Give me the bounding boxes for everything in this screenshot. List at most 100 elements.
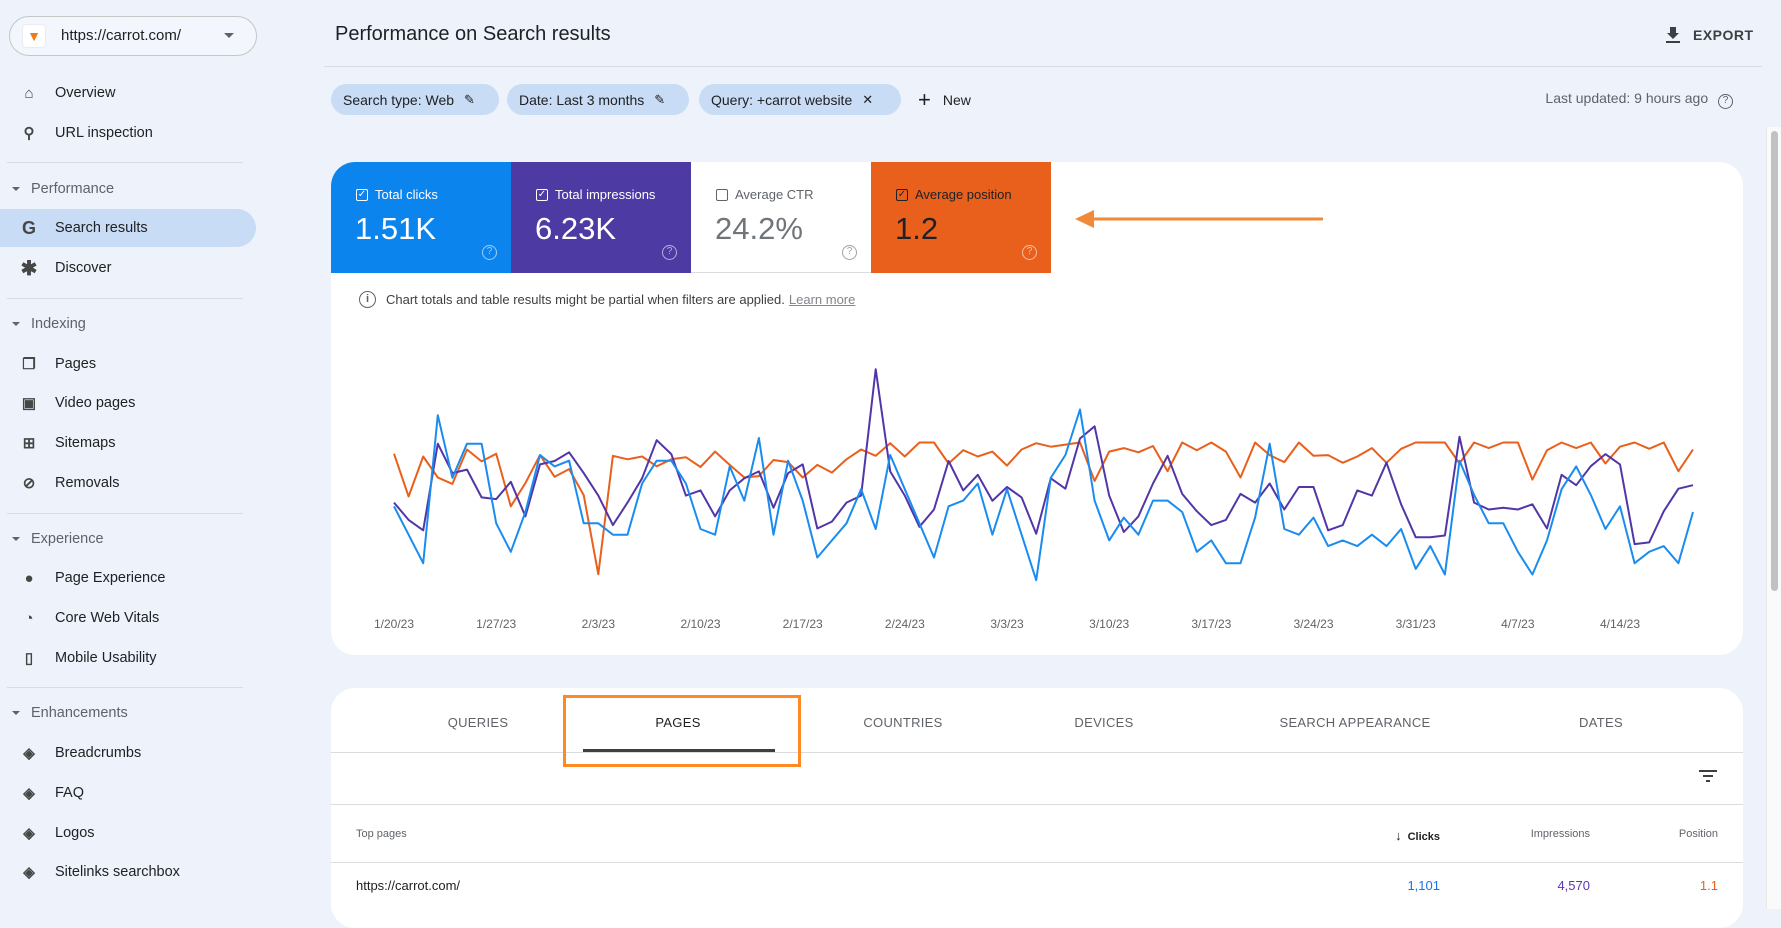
property-selector[interactable]: ▼ https://carrot.com/ bbox=[9, 16, 257, 56]
section-enhancements[interactable]: Enhancements bbox=[12, 705, 128, 721]
metric-total-impressions[interactable]: ✓ Total impressions 6.23K ? bbox=[511, 162, 691, 273]
sort-arrow-down-icon: ↓ bbox=[1395, 828, 1402, 843]
tab-pages[interactable]: PAGES bbox=[655, 715, 701, 730]
help-icon[interactable]: ? bbox=[1022, 245, 1037, 260]
sidebar-item-url-inspection[interactable]: ⚲ URL inspection bbox=[0, 114, 256, 152]
sidebar-item-faq[interactable]: ◈ FAQ bbox=[0, 774, 256, 812]
divider bbox=[7, 162, 243, 163]
chip-label: Query: +carrot website bbox=[711, 91, 853, 108]
header-divider bbox=[324, 66, 1762, 67]
help-icon[interactable]: ? bbox=[482, 245, 497, 260]
learn-more-link[interactable]: Learn more bbox=[788, 292, 856, 307]
download-icon bbox=[1666, 27, 1680, 43]
video-page-icon: ▣ bbox=[21, 395, 37, 412]
page-url[interactable]: https://carrot.com/ bbox=[356, 878, 461, 893]
sidebar-item-pages[interactable]: ❐ Pages bbox=[0, 345, 256, 383]
section-label: Enhancements bbox=[31, 705, 128, 721]
plus-icon: + bbox=[918, 86, 931, 112]
sidebar-item-overview[interactable]: ⌂ Overview bbox=[0, 74, 256, 112]
tab-search-appearance[interactable]: SEARCH APPEARANCE bbox=[1279, 715, 1431, 730]
info-icon: i bbox=[359, 291, 376, 308]
metric-average-position[interactable]: ✓ Average position 1.2 ? bbox=[871, 162, 1051, 273]
sidebar-item-search-results[interactable]: G Search results bbox=[0, 209, 256, 247]
tab-dates[interactable]: DATES bbox=[1579, 715, 1623, 730]
tab-devices[interactable]: DEVICES bbox=[1074, 715, 1134, 730]
sidebar-item-label: Core Web Vitals bbox=[55, 610, 160, 626]
tab-queries[interactable]: QUERIES bbox=[447, 715, 509, 730]
sidebar-item-label: Sitelinks searchbox bbox=[55, 864, 180, 880]
sidebar-item-mobile-usability[interactable]: ▯ Mobile Usability bbox=[0, 639, 256, 677]
filter-chip-query[interactable]: Query: +carrot website ✕ bbox=[699, 84, 901, 115]
divider bbox=[331, 752, 1743, 753]
sidebar-item-logos[interactable]: ◈ Logos bbox=[0, 814, 256, 852]
layers-icon: ◈ bbox=[23, 864, 35, 881]
pencil-icon[interactable]: ✎ bbox=[464, 91, 475, 107]
metric-total-clicks[interactable]: ✓ Total clicks 1.51K ? bbox=[331, 162, 511, 273]
sidebar-item-label: Discover bbox=[55, 260, 112, 276]
column-header-position[interactable]: Position bbox=[1678, 828, 1718, 840]
filter-icon[interactable] bbox=[1698, 768, 1718, 784]
help-icon[interactable]: ? bbox=[662, 245, 677, 260]
help-icon[interactable]: ? bbox=[1718, 94, 1733, 109]
section-performance[interactable]: Performance bbox=[12, 181, 114, 197]
sidebar-item-discover[interactable]: ✱ Discover bbox=[0, 249, 256, 287]
page-experience-icon: ● bbox=[24, 569, 34, 587]
export-label: EXPORT bbox=[1693, 27, 1754, 43]
gauge-icon: ◔ bbox=[24, 609, 34, 627]
section-label: Indexing bbox=[31, 316, 86, 332]
impressions-value: 4,570 bbox=[1557, 878, 1590, 893]
sidebar-item-video-pages[interactable]: ▣ Video pages bbox=[0, 384, 256, 422]
column-header-impressions[interactable]: Impressions bbox=[1530, 828, 1590, 840]
export-button[interactable]: EXPORT bbox=[1665, 24, 1754, 46]
performance-chart-card: ✓ Total clicks 1.51K ? ✓ Total impressio… bbox=[331, 162, 1743, 655]
pages-icon: ❐ bbox=[22, 356, 36, 373]
column-header-clicks[interactable]: ↓ Clicks bbox=[1395, 828, 1440, 843]
property-url: https://carrot.com/ bbox=[61, 27, 182, 44]
search-icon: ⚲ bbox=[23, 125, 35, 142]
checkbox-unchecked-icon[interactable] bbox=[716, 189, 728, 201]
caret-down-icon bbox=[12, 187, 20, 191]
help-icon[interactable]: ? bbox=[842, 245, 857, 260]
metric-label: Total impressions bbox=[555, 187, 656, 202]
annotation-arrow-icon bbox=[1075, 210, 1323, 228]
sidebar-item-page-experience[interactable]: ● Page Experience bbox=[0, 559, 256, 597]
sidebar-item-label: Overview bbox=[55, 85, 116, 101]
column-header-label: Clicks bbox=[1407, 831, 1440, 843]
checkbox-checked-icon[interactable]: ✓ bbox=[536, 189, 548, 201]
sidebar-item-breadcrumbs[interactable]: ◈ Breadcrumbs bbox=[0, 734, 256, 772]
chip-label: Search type: Web bbox=[343, 91, 455, 108]
filter-chip-date[interactable]: Date: Last 3 months ✎ bbox=[507, 84, 689, 115]
caret-down-icon bbox=[12, 322, 20, 326]
metric-value: 24.2% bbox=[715, 211, 803, 246]
sidebar-item-label: Logos bbox=[55, 825, 95, 841]
section-experience[interactable]: Experience bbox=[12, 531, 104, 547]
page-title: Performance on Search results bbox=[335, 23, 611, 45]
column-header-top-pages: Top pages bbox=[356, 828, 407, 840]
checkbox-checked-icon[interactable]: ✓ bbox=[356, 189, 368, 201]
filter-chip-search-type[interactable]: Search type: Web ✎ bbox=[331, 84, 499, 115]
last-updated: Last updated: 9 hours ago ? bbox=[1545, 90, 1733, 109]
scrollbar-thumb[interactable] bbox=[1771, 131, 1778, 591]
sidebar-item-sitelinks-searchbox[interactable]: ◈ Sitelinks searchbox bbox=[0, 853, 256, 891]
caret-down-icon bbox=[12, 537, 20, 541]
checkbox-checked-icon[interactable]: ✓ bbox=[896, 189, 908, 201]
eye-off-icon: ⊘ bbox=[22, 475, 36, 492]
phone-icon: ▯ bbox=[24, 650, 34, 667]
new-filter-button[interactable]: + New bbox=[918, 84, 971, 115]
annotation-highlight-box bbox=[563, 695, 801, 767]
tab-countries[interactable]: COUNTRIES bbox=[863, 715, 943, 730]
active-tab-indicator bbox=[583, 749, 775, 752]
caret-down-icon bbox=[12, 711, 20, 715]
divider bbox=[7, 298, 243, 299]
section-indexing[interactable]: Indexing bbox=[12, 316, 86, 332]
scrollbar[interactable] bbox=[1766, 127, 1781, 909]
sidebar-item-core-web-vitals[interactable]: ◔ Core Web Vitals bbox=[0, 599, 256, 637]
position-value: 1.1 bbox=[1699, 878, 1718, 893]
close-icon[interactable]: ✕ bbox=[862, 91, 874, 107]
divider bbox=[7, 687, 243, 688]
pencil-icon[interactable]: ✎ bbox=[654, 91, 666, 107]
sidebar-item-removals[interactable]: ⊘ Removals bbox=[0, 464, 256, 502]
new-label: New bbox=[942, 91, 971, 108]
sidebar-item-sitemaps[interactable]: ⊞ Sitemaps bbox=[0, 424, 256, 462]
metric-average-ctr[interactable]: Average CTR 24.2% ? bbox=[691, 162, 871, 273]
